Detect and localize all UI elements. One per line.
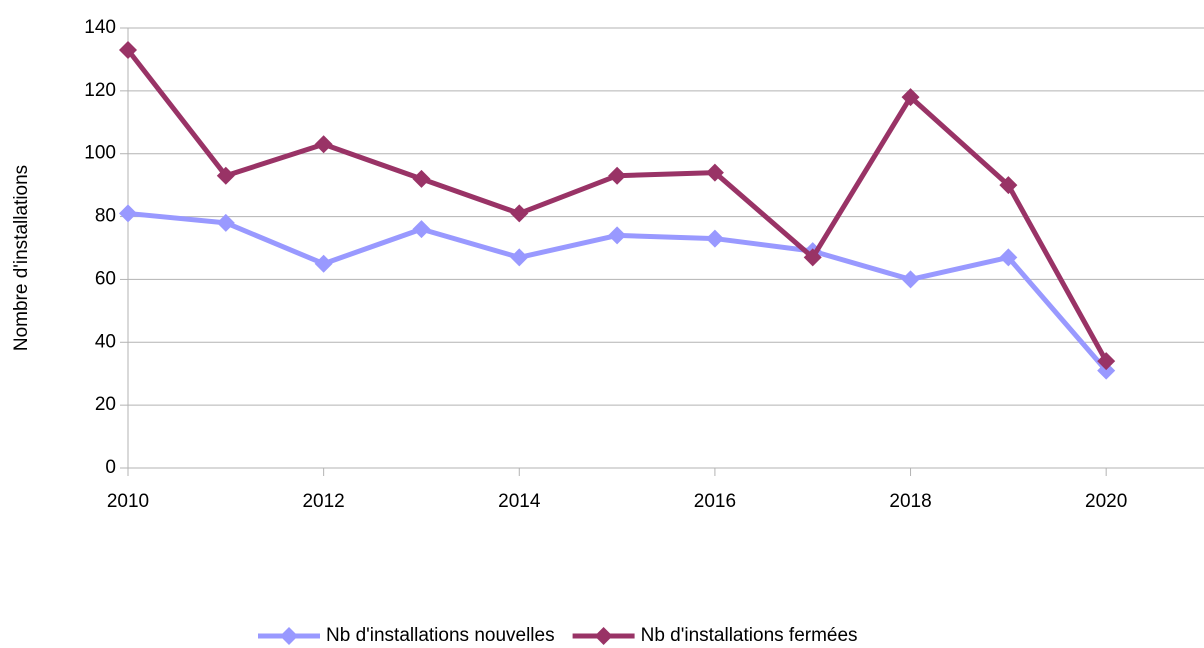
point [901, 88, 920, 107]
point [314, 254, 333, 273]
x-tick-label: 2014 [498, 491, 541, 512]
y-tick-label: 60 [95, 268, 116, 289]
x-tick-label: 2020 [1085, 491, 1127, 512]
point [216, 213, 235, 232]
point [608, 166, 627, 185]
point [1097, 361, 1116, 380]
point [608, 226, 627, 245]
point [412, 220, 431, 239]
point [216, 166, 235, 185]
y-tick-label: 40 [95, 331, 116, 352]
series-line [126, 48, 1109, 363]
point [999, 176, 1018, 195]
point [901, 270, 920, 289]
y-tick-label: 120 [84, 80, 116, 101]
point [705, 229, 724, 248]
point [1097, 352, 1116, 371]
point [999, 248, 1018, 267]
y-tick-label: 20 [95, 394, 116, 415]
point [314, 135, 333, 154]
x-tick-label: 2010 [107, 491, 149, 512]
point [705, 163, 724, 182]
legend: Nb d'installations nouvelles Nb d'install… [258, 625, 858, 646]
legend-marker [280, 627, 298, 645]
y-tick-label: 0 [105, 457, 116, 478]
y-axis-label: Nombre d'installations [11, 165, 32, 351]
point [803, 248, 822, 267]
y-tick-label: 80 [95, 206, 116, 227]
point [510, 204, 529, 223]
legend-marker [594, 627, 613, 645]
y-tick-label: 100 [84, 143, 116, 164]
x-tick-label: 2012 [302, 491, 344, 512]
legend-label: Nb d'installations nouvelles [326, 625, 555, 646]
y-tick-label: 140 [84, 17, 116, 38]
point [510, 248, 529, 267]
point [412, 169, 431, 188]
x-tick-label: 2018 [889, 491, 931, 512]
x-tick-label: 2016 [694, 491, 736, 512]
legend-label: Nb d'installations fermées [641, 625, 858, 646]
point [119, 41, 137, 59]
point [119, 204, 137, 223]
